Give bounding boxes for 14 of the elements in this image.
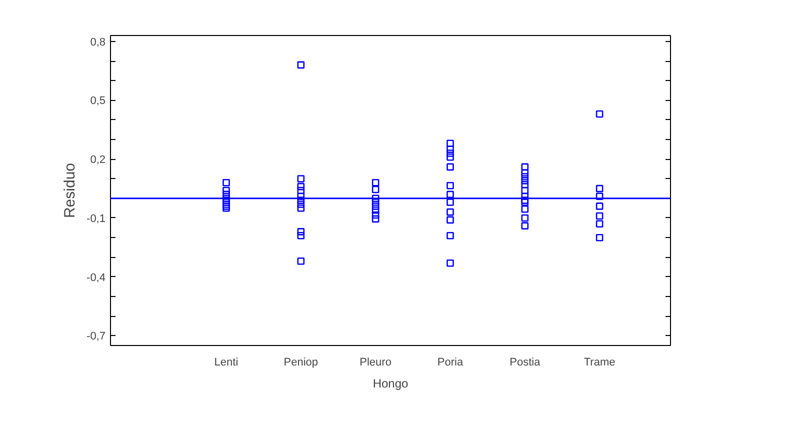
x-tick-label: Poria	[437, 356, 464, 368]
x-tick-label: Trame	[584, 356, 616, 368]
y-tick-label: 0,5	[90, 95, 106, 108]
y-tick-label: 0,2	[90, 154, 106, 166]
x-axis-title: Hongo	[372, 376, 409, 390]
y-axis-title: Residuo	[62, 162, 79, 218]
x-tick-label: Postia	[510, 356, 542, 368]
x-tick-label: Peniop	[284, 356, 318, 368]
x-tick-label: Pleuro	[360, 356, 392, 368]
y-tick-label: -0,4	[86, 272, 106, 284]
y-tick-label: -0,7	[86, 330, 106, 343]
y-tick-label: -0,1	[86, 212, 106, 225]
x-tick-label: Lenti	[214, 356, 238, 368]
y-tick-label: 0,8	[90, 36, 106, 48]
